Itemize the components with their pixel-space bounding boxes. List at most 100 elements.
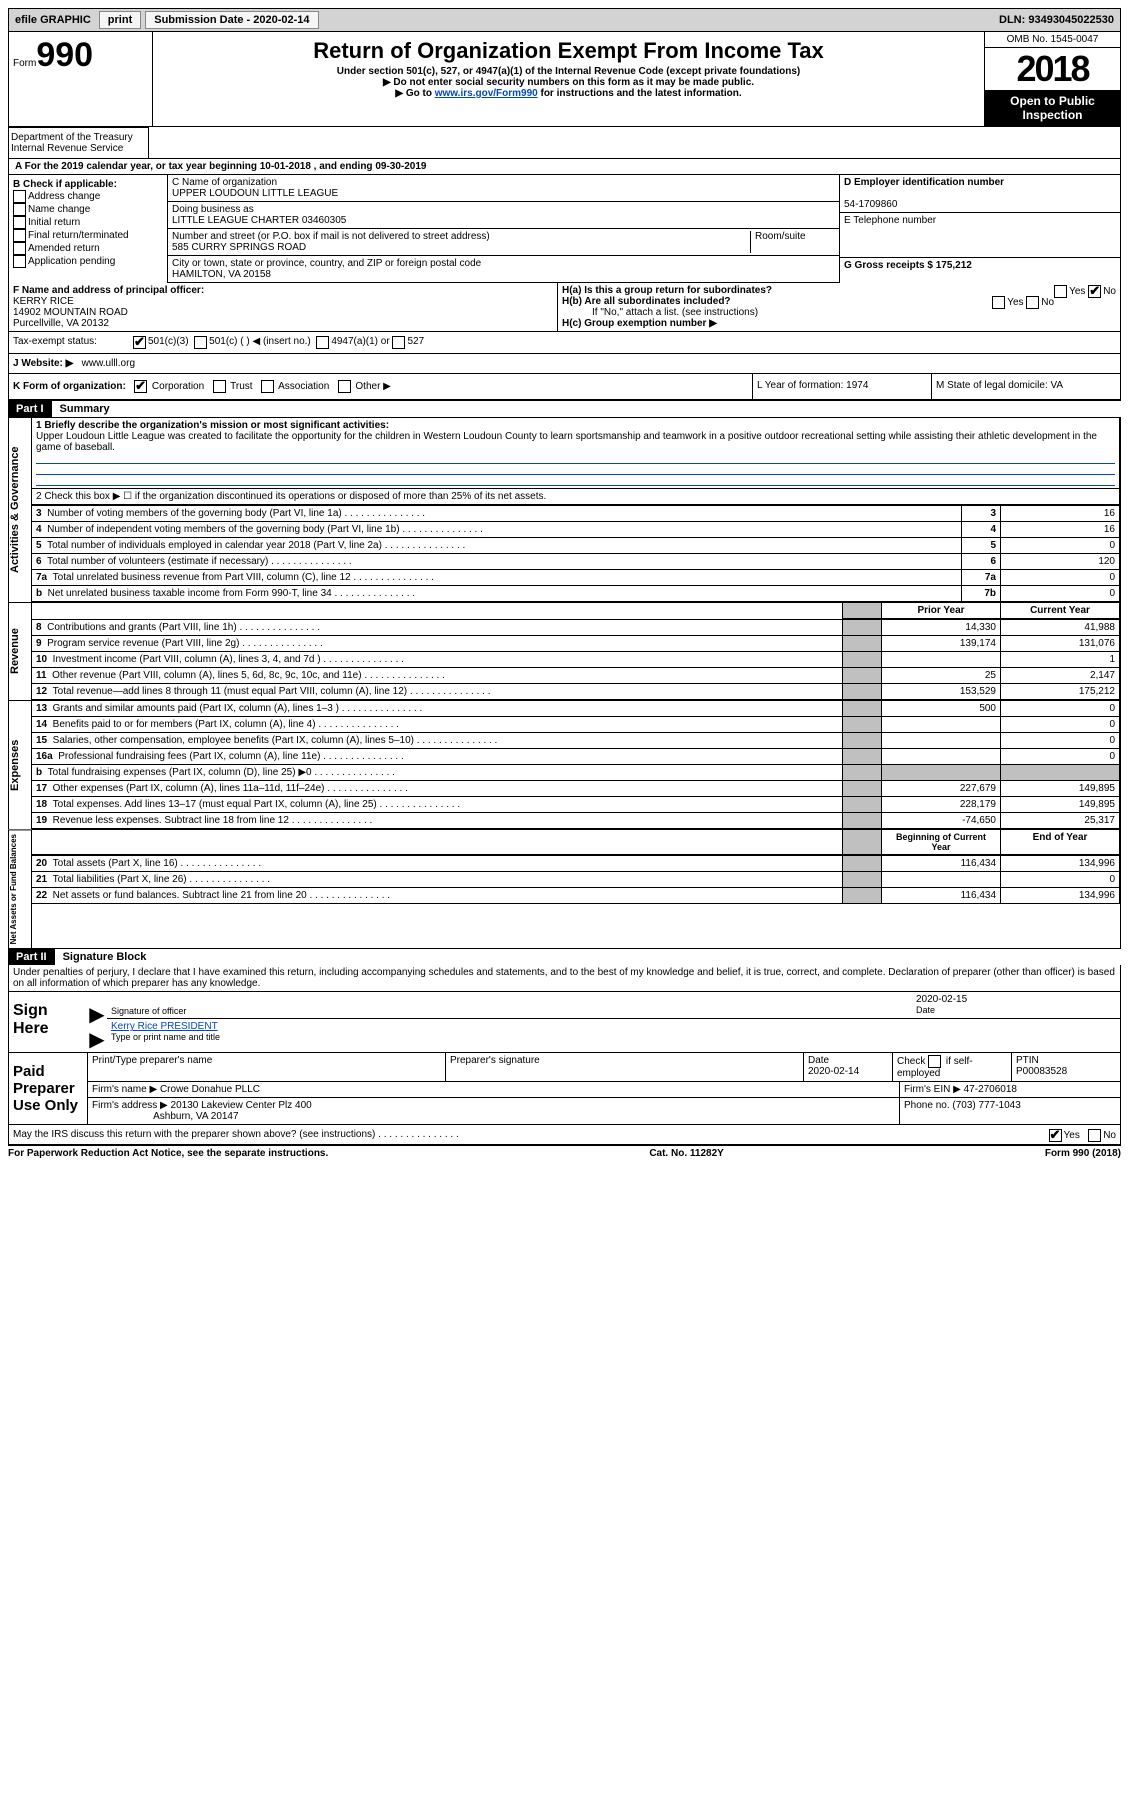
signer-name[interactable]: Kerry Rice PRESIDENT <box>111 1021 218 1032</box>
irs-link[interactable]: www.irs.gov/Form990 <box>435 88 538 99</box>
note2-post: for instructions and the latest informat… <box>538 88 742 99</box>
hb: H(b) Are all subordinates included? <box>562 296 731 307</box>
cb-discuss-yes[interactable] <box>1049 1129 1062 1142</box>
row-j: J Website: ▶ www.ulll.org <box>8 354 1121 374</box>
ptin-val: P00083528 <box>1016 1066 1067 1077</box>
footer: For Paperwork Reduction Act Notice, see … <box>8 1145 1121 1159</box>
opt-initial[interactable]: Initial return <box>13 216 163 229</box>
cb-corp[interactable] <box>134 380 147 393</box>
table-row: 21 Total liabilities (Part X, line 26)0 <box>32 872 1120 888</box>
k-label: K Form of organization: <box>13 381 126 392</box>
irs-discuss-row: May the IRS discuss this return with the… <box>8 1125 1121 1145</box>
tax-year: 2018 <box>985 48 1120 90</box>
cb-501c3[interactable] <box>133 336 146 349</box>
efile-label: efile GRAPHIC <box>11 14 95 26</box>
dept2: Internal Revenue Service <box>11 143 123 154</box>
part1-subtitle: Summary <box>52 403 110 415</box>
cb-selfemployed[interactable] <box>928 1055 941 1068</box>
table-row: 14 Benefits paid to or for members (Part… <box>32 717 1120 733</box>
form-subtitle: Under section 501(c), 527, or 4947(a)(1)… <box>157 66 980 77</box>
opt-name[interactable]: Name change <box>13 203 163 216</box>
block-bcd: B Check if applicable: Address change Na… <box>8 175 1121 283</box>
i-label: Tax-exempt status: <box>13 336 133 349</box>
officer-addr1: 14902 MOUNTAIN ROAD <box>13 307 128 318</box>
table-row: 8 Contributions and grants (Part VIII, l… <box>32 620 1120 636</box>
sig-officer-label: Signature of officer <box>111 1006 186 1016</box>
row-k: K Form of organization: Corporation Trus… <box>8 374 1121 400</box>
form-number: 990 <box>36 36 93 74</box>
table-row: 10 Investment income (Part VIII, column … <box>32 652 1120 668</box>
opt-final[interactable]: Final return/terminated <box>13 229 163 242</box>
side-revenue: Revenue <box>8 602 32 700</box>
addr-val: 585 CURRY SPRINGS ROAD <box>172 242 306 253</box>
table-row: 15 Salaries, other compensation, employe… <box>32 733 1120 749</box>
state-domicile: M State of legal domicile: VA <box>931 374 1120 399</box>
opt-pending[interactable]: Application pending <box>13 255 163 268</box>
gross-receipts: G Gross receipts $ 175,212 <box>844 260 972 271</box>
opt-address[interactable]: Address change <box>13 190 163 203</box>
q2: 2 Check this box ▶ ☐ if the organization… <box>32 489 1120 505</box>
cb-501c[interactable] <box>194 336 207 349</box>
part1-header: Part I Summary <box>8 400 1121 417</box>
print-button[interactable]: print <box>99 11 141 29</box>
exp-rows: 13 Grants and similar amounts paid (Part… <box>32 700 1120 829</box>
paperwork-notice: For Paperwork Reduction Act Notice, see … <box>8 1148 328 1159</box>
omb-number: OMB No. 1545-0047 <box>985 32 1120 48</box>
dept1: Department of the Treasury <box>11 132 133 143</box>
form-number-box: Form990 <box>9 32 153 126</box>
name-label: C Name of organization <box>172 177 277 188</box>
rev-rows: 8 Contributions and grants (Part VIII, l… <box>32 619 1120 700</box>
firm-addr1: 20130 Lakeview Center Plz 400 <box>171 1100 312 1111</box>
hc: H(c) Group exemption number ▶ <box>562 318 717 329</box>
cb-other[interactable] <box>338 380 351 393</box>
row-i: Tax-exempt status: 501(c)(3) 501(c) ( ) … <box>8 332 1121 354</box>
header-right: OMB No. 1545-0047 2018 Open to Public In… <box>984 32 1120 126</box>
officer-name: KERRY RICE <box>13 296 74 307</box>
part2-label: Part II <box>8 949 55 965</box>
cb-4947[interactable] <box>316 336 329 349</box>
ein-val: 54-1709860 <box>844 199 897 210</box>
table-row: 9 Program service revenue (Part VIII, li… <box>32 636 1120 652</box>
firm-ein-label: Firm's EIN ▶ <box>904 1084 961 1095</box>
table-row: 17 Other expenses (Part IX, column (A), … <box>32 781 1120 797</box>
firm-phone: (703) 777-1043 <box>952 1100 1020 1111</box>
dln-label: DLN: 93493045022530 <box>999 14 1118 26</box>
col-b: B Check if applicable: Address change Na… <box>9 175 168 283</box>
cb-discuss-no[interactable] <box>1088 1129 1101 1142</box>
dba-val: LITTLE LEAGUE CHARTER 03460305 <box>172 215 346 226</box>
current-year-header: Current Year <box>1001 603 1120 619</box>
cb-527[interactable] <box>392 336 405 349</box>
note2-pre: Go to <box>406 88 435 99</box>
form-title: Return of Organization Exempt From Incom… <box>157 38 980 64</box>
cb-trust[interactable] <box>213 380 226 393</box>
j-label: J Website: ▶ <box>13 358 73 369</box>
firm-name-label: Firm's name ▶ <box>92 1084 157 1095</box>
paid-preparer-label: Paid Preparer Use Only <box>9 1053 87 1124</box>
form-header: Form990 Return of Organization Exempt Fr… <box>8 32 1121 127</box>
table-row: 13 Grants and similar amounts paid (Part… <box>32 701 1120 717</box>
sign-here: Sign Here <box>9 992 87 1052</box>
table-row: 12 Total revenue—add lines 8 through 11 … <box>32 684 1120 700</box>
dba-label: Doing business as <box>172 204 254 215</box>
year-formation: L Year of formation: 1974 <box>752 374 931 399</box>
org-name: UPPER LOUDOUN LITTLE LEAGUE <box>172 188 338 199</box>
declaration: Under penalties of perjury, I declare th… <box>8 965 1121 992</box>
table-row: 4 Number of independent voting members o… <box>32 522 1120 538</box>
side-netassets: Net Assets or Fund Balances <box>8 829 32 948</box>
table-row: 16a Professional fundraising fees (Part … <box>32 749 1120 765</box>
officer-addr2: Purcellville, VA 20132 <box>13 318 109 329</box>
boy-header: Beginning of Current Year <box>882 830 1001 855</box>
firm-phone-label: Phone no. <box>904 1100 950 1111</box>
firm-addr-label: Firm's address ▶ <box>92 1100 168 1111</box>
sign-arrow-icon: ▶▶ <box>87 992 107 1052</box>
irs-discuss-q: May the IRS discuss this return with the… <box>13 1129 375 1140</box>
cat-no: Cat. No. 11282Y <box>649 1148 723 1159</box>
cb-assoc[interactable] <box>261 380 274 393</box>
part2-header: Part II Signature Block <box>8 948 1121 965</box>
firm-name: Crowe Donahue PLLC <box>160 1084 260 1095</box>
ptin-label: PTIN <box>1016 1055 1039 1066</box>
table-row: 3 Number of voting members of the govern… <box>32 506 1120 522</box>
part2-subtitle: Signature Block <box>55 951 147 963</box>
opt-amended[interactable]: Amended return <box>13 242 163 255</box>
firm-addr2: Ashburn, VA 20147 <box>153 1111 238 1122</box>
